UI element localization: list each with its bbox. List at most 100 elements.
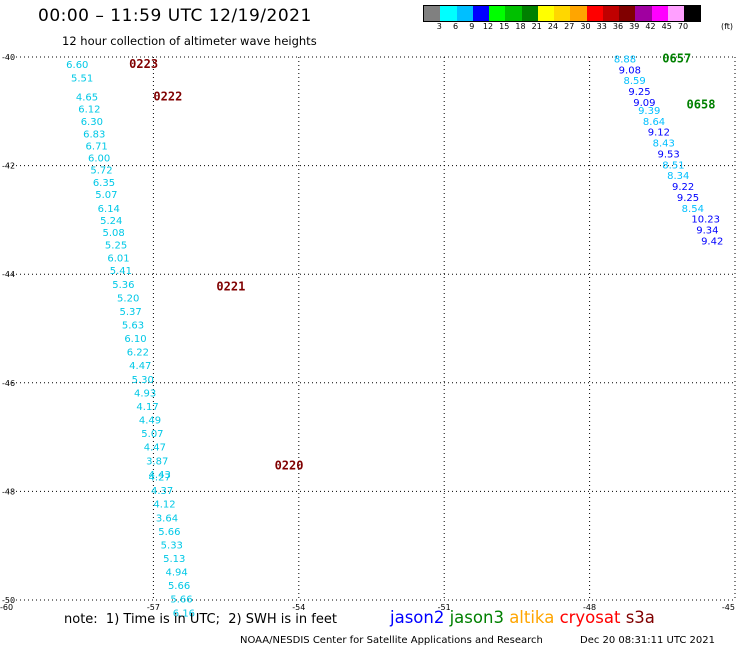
swh-value: 6.01 [107, 254, 129, 265]
satellite-altika: altika [509, 608, 560, 627]
satellite-jason2: jason2 [390, 608, 450, 627]
lat-tick-label: -46 [2, 379, 15, 388]
swh-value: 5.30 [132, 375, 154, 386]
swh-value: 5.66 [158, 527, 180, 538]
time-label: 0222 [153, 89, 182, 103]
swh-value: 4.47 [144, 443, 166, 454]
satellite-cryosat: cryosat [559, 608, 626, 627]
swh-value: 5.36 [112, 280, 134, 291]
swh-value: 8.88 [614, 54, 636, 65]
lon-tick-label: -51 [438, 603, 451, 612]
swh-value: 4.47 [129, 361, 151, 372]
lat-tick-label: -40 [2, 53, 15, 62]
swh-value: 8.64 [643, 117, 665, 128]
satellite-legend: jason2 jason3 altika cryosat s3a [390, 608, 655, 627]
legend-swatch [586, 6, 603, 21]
legend-label: 39 [629, 22, 640, 31]
legend-label: 3 [436, 22, 442, 31]
legend-swatch [651, 6, 668, 21]
legend-label: 36 [612, 22, 624, 31]
latitude-labels: -40 -42 -44 -46 -48 -50 [2, 53, 15, 605]
legend-label: 18 [515, 22, 526, 31]
lat-tick-label: -42 [2, 162, 15, 171]
swh-value: 10.23 [691, 215, 720, 226]
swh-value: 5.20 [117, 293, 139, 304]
legend-swatch [424, 6, 441, 21]
legend-swatch [684, 6, 701, 21]
swh-value: 6.16 [173, 608, 195, 619]
legend-label: 9 [469, 22, 475, 31]
time-label: 0658 [687, 98, 716, 112]
legend-swatch [667, 6, 684, 21]
swh-value: 9.22 [672, 182, 694, 193]
satellite-s3a: s3a [625, 608, 655, 627]
legend-swatch [635, 6, 652, 21]
swh-value: 9.12 [648, 128, 670, 139]
swh-value: 5.13 [163, 554, 185, 565]
legend-label: 6 [452, 22, 459, 31]
lon-tick-label: -48 [583, 603, 596, 612]
lon-tick-label: -60 [0, 603, 13, 612]
satellite-jason3: jason3 [449, 608, 510, 627]
swh-value: 5.63 [122, 321, 144, 332]
swh-value: 8.54 [682, 204, 704, 215]
swh-value: 4.17 [136, 402, 158, 413]
legend-label: 15 [499, 22, 510, 31]
swh-value: 5.37 [119, 307, 141, 318]
swh-points: 6.60 5.51 4.656.12 6.306.836.716.00 5.726.35… [66, 54, 723, 619]
legend-label: 33 [596, 22, 607, 31]
time-label: 0223 [129, 57, 158, 71]
swh-value: 6.10 [124, 334, 146, 345]
legend-swatch [537, 6, 554, 21]
time-label: 0220 [275, 459, 304, 473]
swh-value: 6.35 [93, 178, 115, 189]
credit-line: NOAA/NESDIS Center for Satellite Applica… [240, 635, 543, 646]
swh-value: 4.49 [139, 416, 161, 427]
swh-value: 6.30 [81, 117, 103, 128]
swh-value: 4.12 [153, 500, 175, 511]
legend-swatch [619, 6, 636, 21]
legend-swatch [505, 6, 522, 21]
swh-value: 6.60 [66, 60, 88, 71]
swh-value: 4.93 [134, 388, 156, 399]
swh-value: 5.66 [168, 581, 190, 592]
lon-tick-label: -54 [292, 603, 305, 612]
timestamp: Dec 20 08:31:11 UTC 2021 [580, 635, 715, 646]
swh-value: 9.53 [657, 149, 679, 160]
swh-value: 8.43 [653, 139, 675, 150]
legend-label: 24 [547, 22, 559, 31]
swh-value: 5.08 [103, 228, 125, 239]
legend-swatch [440, 6, 457, 21]
swh-value: 5.66 [170, 595, 192, 606]
color-legend-labels: 3 6 9 12 15 18 21 24 27 30 33 36 39 42 45 70 (ft) [423, 22, 740, 34]
swh-value: 9.25 [628, 87, 650, 98]
swh-value: 9.34 [696, 225, 718, 236]
lon-tick-label: -45 [722, 603, 735, 612]
swh-value: 9.42 [701, 236, 723, 247]
footer-note: note: 1) Time is in UTC; 2) SWH is in fe… [64, 612, 337, 627]
swh-value: 5.51 [71, 73, 93, 84]
longitude-labels: -60 -57 -54 -51 -48 -45 [0, 603, 735, 612]
swh-value: 6.22 [127, 348, 149, 359]
swh-value: 9.25 [677, 193, 699, 204]
lat-tick-label: -50 [2, 596, 15, 605]
swh-value: 8.34 [667, 171, 689, 182]
lon-tick-label: -57 [147, 603, 160, 612]
swh-value: 5.25 [105, 241, 127, 252]
map-grid [8, 56, 736, 601]
legend-label: 27 [564, 22, 575, 31]
swh-value: 4.94 [166, 568, 188, 579]
time-labels: 0223 0222 0221 0220 0657 0658 [129, 51, 715, 472]
lat-tick-label: -44 [2, 270, 15, 279]
swh-value: 9.08 [619, 65, 641, 76]
legend-swatch [602, 6, 619, 21]
lat-tick-label: -48 [2, 487, 15, 496]
swh-value: 5.72 [90, 166, 112, 177]
time-label: 0657 [662, 51, 691, 65]
legend-swatch [456, 6, 473, 21]
swh-value: 4.43 [149, 470, 171, 481]
swh-value: 4.65 [76, 92, 98, 103]
legend-swatch [521, 6, 538, 21]
swh-value: 5.07 [141, 429, 163, 440]
